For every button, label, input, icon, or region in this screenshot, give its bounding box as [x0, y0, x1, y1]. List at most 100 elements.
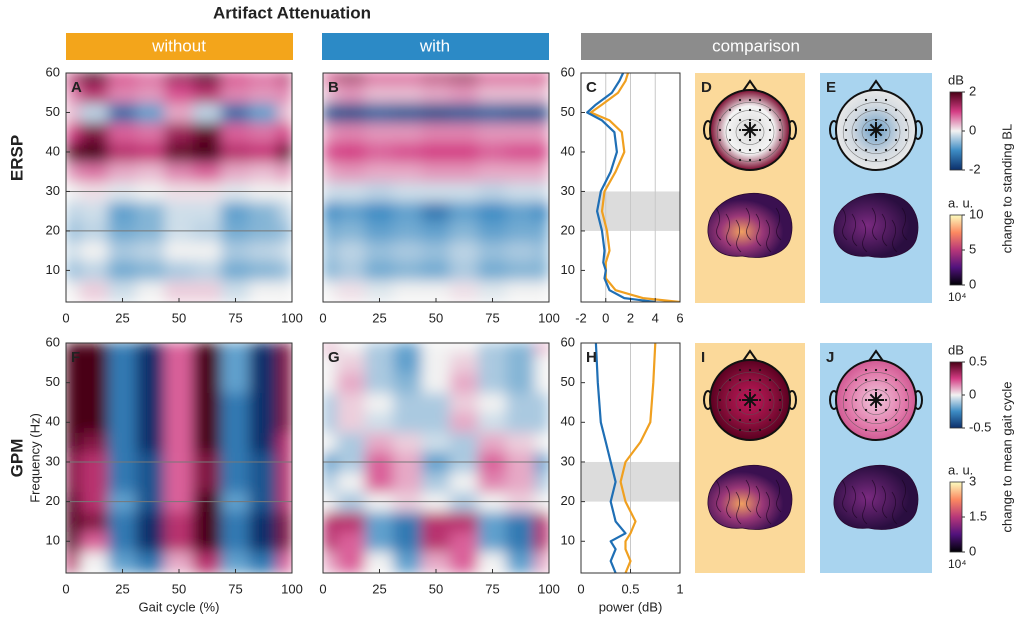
electrode	[844, 138, 848, 142]
heatmap-cell	[534, 431, 549, 453]
heatmap-cell	[534, 392, 549, 413]
heatmap-cell	[277, 73, 292, 84]
heatmap-cell	[393, 279, 423, 302]
y-tick-label: 30	[46, 453, 60, 468]
heatmap-cell	[192, 260, 222, 281]
heatmap-cell	[393, 352, 423, 374]
heatmap-cell	[323, 102, 338, 123]
panel-letter: J	[826, 349, 834, 366]
electrode	[738, 98, 742, 102]
y-tick-label: 20	[46, 222, 60, 237]
heatmap-cell	[220, 73, 251, 84]
electrode	[778, 398, 782, 402]
series-line	[589, 73, 681, 302]
heatmap-cell	[534, 352, 549, 374]
heatmap-cell	[336, 279, 366, 302]
heatmap-cell	[66, 431, 81, 453]
heatmap-cell	[336, 82, 366, 104]
electrode	[864, 398, 868, 402]
electrode	[738, 428, 742, 432]
electrode	[884, 118, 888, 122]
heatmap-cell	[477, 82, 508, 104]
heatmap-cell	[393, 431, 423, 453]
heatmap-cell	[220, 141, 251, 163]
electrode	[748, 118, 752, 122]
heatmap-cell	[477, 102, 508, 123]
electrode	[844, 128, 848, 132]
electrode	[758, 158, 762, 162]
heatmap-cell	[364, 102, 395, 123]
electrode	[854, 148, 858, 152]
heatmap-cell	[449, 200, 479, 222]
heatmap-cell	[277, 372, 292, 394]
heatmap-cell	[249, 141, 279, 163]
heatmap-cell	[421, 550, 451, 573]
sulcus	[775, 479, 782, 513]
heatmap-cell	[323, 343, 338, 354]
heatmap-cell	[393, 102, 423, 123]
electrode	[904, 388, 908, 392]
heatmap-cell	[421, 161, 451, 183]
colorbar	[949, 361, 963, 429]
electrode	[728, 148, 732, 152]
sulcus	[775, 207, 782, 241]
heatmap-cell	[277, 200, 292, 222]
colorbar-exponent: 10⁴	[948, 557, 967, 571]
heatmap-cell	[107, 260, 138, 281]
heatmap-cell	[506, 372, 536, 394]
heatmap-cell	[477, 411, 508, 433]
heatmap-cell	[249, 82, 279, 104]
heatmap-cell	[336, 372, 366, 394]
heatmap-cell	[393, 550, 423, 573]
heatmap-cell	[164, 471, 194, 493]
electrode	[758, 408, 762, 412]
heatmap-cell	[220, 471, 251, 493]
heatmap-cell	[79, 471, 109, 493]
electrode	[768, 108, 772, 112]
heatmap-cell	[534, 471, 549, 493]
sulcus	[851, 213, 858, 247]
heatmap-cell	[192, 102, 222, 123]
heatmap-cells	[66, 73, 292, 302]
heatmap-cell	[364, 141, 395, 163]
sulcus	[881, 213, 888, 247]
heatmap-cell	[364, 121, 395, 143]
heatmap-cell	[79, 372, 109, 394]
heatmap-cell	[323, 411, 338, 433]
heatmap-cell	[277, 471, 292, 493]
colorbar-tick-label: 0.5	[969, 353, 987, 368]
heatmap-cell	[220, 511, 251, 532]
heatmap-cell	[336, 141, 366, 163]
heatmap	[66, 343, 292, 573]
heatmap-cell	[220, 343, 251, 354]
colorbar-tick-label: 2	[969, 83, 976, 98]
electrode	[864, 408, 868, 412]
y-tick-label: 60	[46, 334, 60, 349]
heatmap-cell	[136, 82, 166, 104]
heatmap-cell	[164, 352, 194, 374]
heatmap-cell	[477, 511, 508, 532]
sulcus	[891, 491, 898, 525]
heatmap-cell	[421, 471, 451, 493]
heatmap-cell	[192, 372, 222, 394]
heatmap-cells	[323, 343, 549, 573]
sulcus	[841, 479, 848, 513]
heatmap-cell	[220, 411, 251, 433]
heatmap-cell	[66, 141, 81, 163]
heatmap-cell	[249, 121, 279, 143]
electrode	[728, 108, 732, 112]
heatmap-cell	[249, 411, 279, 433]
electrode	[894, 418, 898, 422]
electrode	[728, 378, 732, 382]
electrode	[748, 408, 752, 412]
heatmap-cell	[534, 82, 549, 104]
heatmap-cell	[107, 411, 138, 433]
sulcus	[725, 213, 732, 247]
heatmap-cell	[220, 260, 251, 281]
heatmap-cell	[336, 431, 366, 453]
electrode	[844, 408, 848, 412]
heatmap-cell	[277, 82, 292, 104]
heatmap-cell	[192, 343, 222, 354]
heatmap-cell	[534, 279, 549, 302]
electrode	[864, 368, 868, 372]
